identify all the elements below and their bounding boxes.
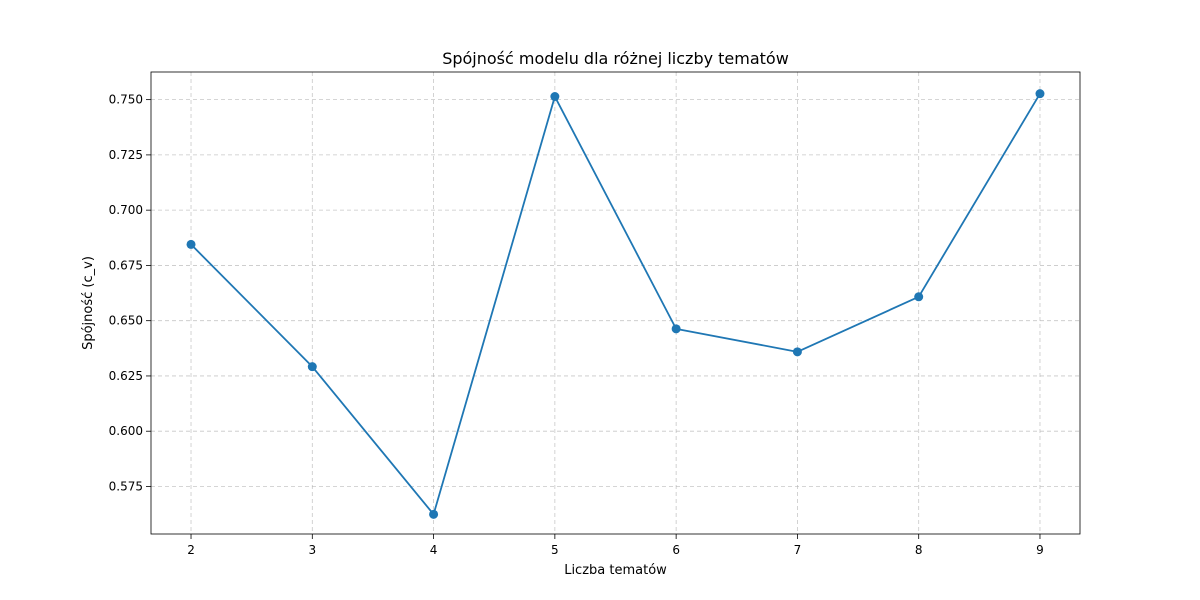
x-tick-label: 5 [551, 543, 559, 557]
data-point [429, 509, 439, 519]
data-point [307, 362, 317, 372]
y-tick-label: 0.575 [109, 479, 143, 493]
y-tick-label: 0.600 [109, 424, 143, 438]
data-point [792, 347, 802, 357]
series-line [190, 93, 1041, 516]
series [186, 89, 1045, 519]
axis-ticks: 2 3 4 5 6 7 8 9 0.575 0.600 0.625 0.650 0.675 0.700 0.… [109, 93, 1044, 557]
y-tick-label: 0.750 [109, 93, 143, 107]
y-tick-label: 0.725 [109, 148, 143, 162]
x-tick-label: 3 [308, 543, 316, 557]
x-tick-label: 2 [187, 543, 195, 557]
y-axis-label: Spójność (c_v) [81, 256, 96, 350]
x-tick-label: 7 [794, 543, 802, 557]
x-tick-label: 9 [1036, 543, 1044, 557]
data-point [1035, 89, 1045, 99]
x-tick-label: 4 [430, 543, 438, 557]
x-tick-label: 6 [672, 543, 680, 557]
data-point [186, 239, 196, 249]
grid [151, 72, 1080, 534]
y-tick-label: 0.650 [109, 314, 143, 328]
x-axis-label: Liczba tematów [564, 563, 667, 578]
data-point [914, 292, 924, 302]
y-tick-label: 0.700 [109, 203, 143, 217]
data-point [671, 324, 681, 334]
chart-title: Spójność modelu dla różnej liczby temató… [442, 49, 789, 68]
y-tick-label: 0.625 [109, 369, 143, 383]
y-tick-label: 0.675 [109, 258, 143, 272]
plot-area [150, 71, 1081, 535]
x-tick-label: 8 [915, 543, 923, 557]
data-point [550, 92, 560, 102]
